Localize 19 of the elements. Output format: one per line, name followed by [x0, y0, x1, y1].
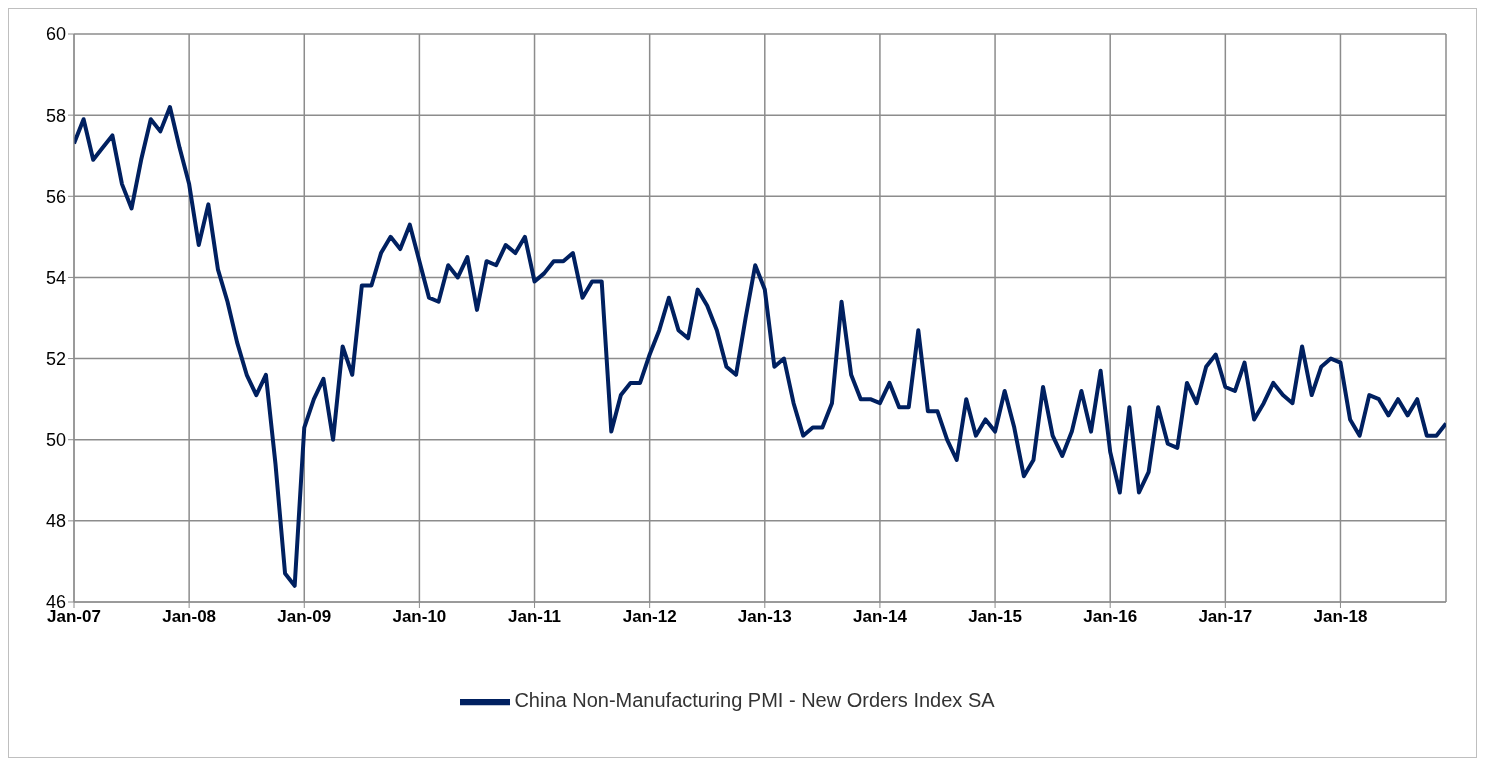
y-tick-label: 52: [45, 348, 66, 369]
y-tick-label: 56: [45, 186, 66, 207]
x-tick-label: Jan-13: [737, 607, 792, 627]
x-tick-label: Jan-18: [1313, 607, 1368, 627]
x-tick-label: Jan-16: [1083, 607, 1138, 627]
y-tick-label: 60: [45, 24, 66, 45]
legend-label: China Non-Manufacturing PMI - New Orders Index SA: [514, 689, 995, 712]
y-tick-label: 54: [45, 267, 66, 288]
x-tick-label: Jan-10: [392, 607, 447, 627]
x-tick-label: Jan-17: [1198, 607, 1253, 627]
y-tick-label: 48: [45, 511, 66, 532]
y-tick-label: 58: [45, 105, 66, 126]
x-tick-label: Jan-12: [622, 607, 677, 627]
x-tick-label: Jan-11: [508, 607, 561, 627]
y-tick-label: 50: [45, 430, 66, 451]
x-tick-label: Jan-15: [968, 607, 1022, 627]
x-tick-label: Jan-14: [852, 607, 908, 627]
x-tick-label: Jan-08: [162, 607, 217, 627]
x-tick-label: Jan-09: [277, 607, 332, 627]
